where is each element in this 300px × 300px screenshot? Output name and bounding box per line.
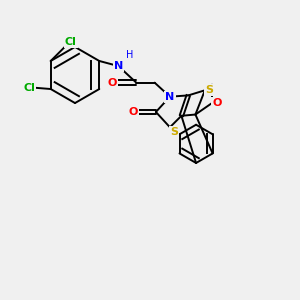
Text: H: H: [126, 50, 133, 61]
Text: O: O: [212, 98, 221, 108]
Text: N: N: [165, 92, 175, 102]
Text: Cl: Cl: [23, 83, 35, 93]
Text: O: O: [108, 78, 117, 88]
Text: Cl: Cl: [65, 37, 76, 47]
Text: S: S: [205, 85, 213, 95]
Text: O: O: [128, 107, 137, 117]
Text: N: N: [114, 61, 123, 71]
Text: S: S: [170, 127, 178, 137]
